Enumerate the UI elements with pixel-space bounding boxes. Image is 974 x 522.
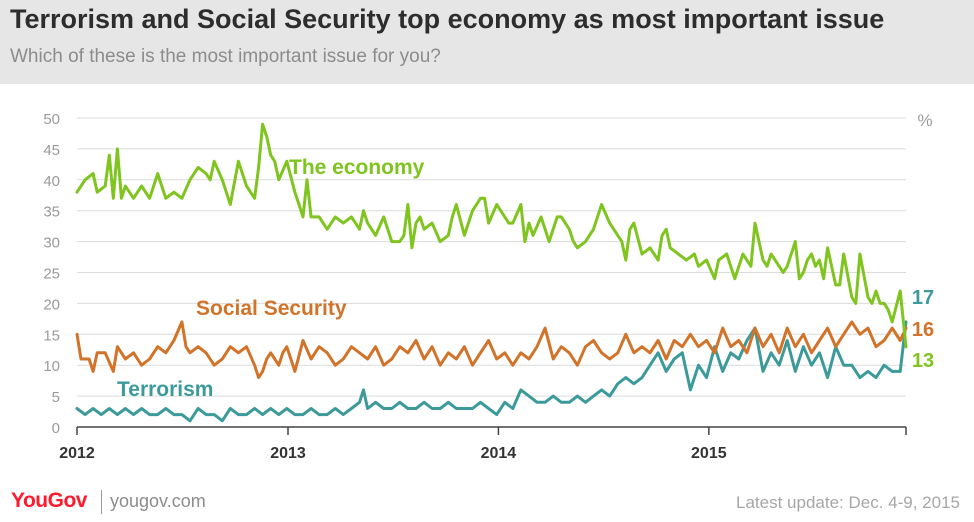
end-value-terrorism: 17 [912, 287, 934, 309]
series-line-social-security [75, 320, 908, 380]
end-value-economy: 13 [912, 350, 934, 372]
y-tick-label: 15 [43, 327, 60, 344]
y-tick-label: 5 [52, 389, 60, 406]
y-tick-label: 20 [43, 296, 60, 313]
series-label-economy: The economy [289, 156, 425, 179]
x-tick-label: 2014 [481, 445, 517, 462]
y-tick-label: 25 [43, 266, 60, 283]
series-line-terrorism [75, 320, 908, 423]
series-label-social-security: Social Security [196, 297, 347, 320]
series-label-terrorism: Terrorism [117, 378, 213, 401]
footer-site-link[interactable]: yougov.com [110, 491, 206, 511]
y-tick-label: 35 [43, 204, 60, 221]
y-tick-label: 40 [43, 173, 60, 190]
end-value-social-security: 16 [912, 319, 934, 341]
x-tick-label: 2015 [691, 445, 727, 462]
series-line-economy [75, 122, 908, 349]
yougov-logo[interactable]: YouGov [11, 489, 87, 512]
header-bar [0, 0, 974, 84]
footer-divider [101, 490, 102, 514]
x-tick-label: 2012 [59, 445, 95, 462]
unit-label: % [917, 111, 932, 130]
latest-update-text: Latest update: Dec. 4-9, 2015 [736, 493, 960, 512]
chart-subtitle: Which of these is the most important iss… [10, 46, 441, 67]
y-tick-label: 30 [43, 235, 60, 252]
x-tick-label: 2013 [270, 445, 306, 462]
chart-title: Terrorism and Social Security top econom… [10, 4, 885, 34]
y-tick-label: 50 [43, 111, 60, 128]
y-tick-label: 45 [43, 142, 60, 159]
y-tick-label: 10 [43, 358, 60, 375]
y-tick-label: 0 [52, 420, 60, 437]
